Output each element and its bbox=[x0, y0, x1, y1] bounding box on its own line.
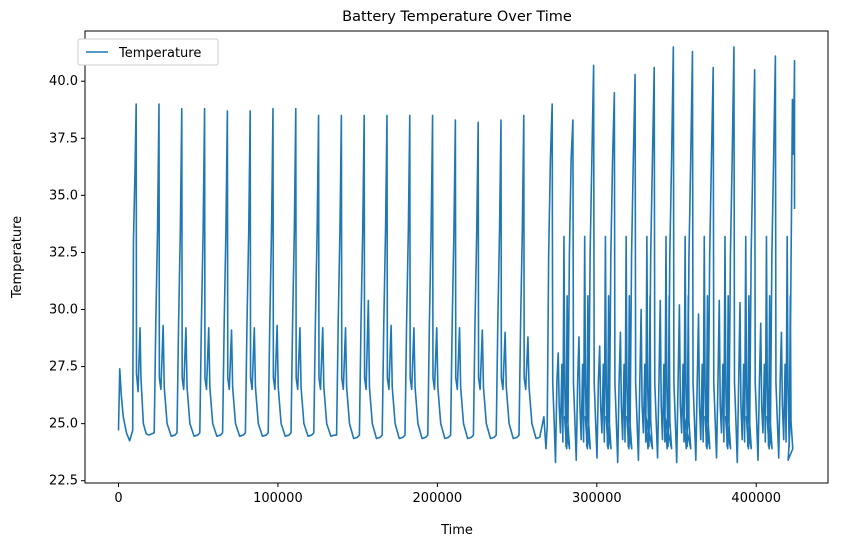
temperature-series-line bbox=[117, 46, 796, 464]
y-axis: 22.5 25.0 27.5 30.0 32.5 35.0 37.5 40.0 bbox=[49, 74, 85, 489]
y-tick-label: 27.5 bbox=[49, 360, 78, 375]
y-tick-label: 30.0 bbox=[49, 303, 78, 318]
x-axis-label: Time bbox=[440, 523, 473, 538]
legend-box bbox=[77, 38, 219, 66]
x-tick-label: 0 bbox=[114, 491, 122, 506]
x-tick-label: 300000 bbox=[572, 491, 622, 506]
y-tick-label: 32.5 bbox=[49, 245, 78, 260]
plot-frame bbox=[84, 30, 829, 484]
x-tick-label: 100000 bbox=[253, 491, 303, 506]
chart-title: Battery Temperature Over Time bbox=[342, 9, 572, 25]
y-tick-label: 22.5 bbox=[49, 474, 78, 489]
legend: Temperature bbox=[77, 38, 219, 66]
y-tick-label: 35.0 bbox=[49, 188, 78, 203]
x-tick-label: 200000 bbox=[413, 491, 463, 506]
y-tick-label: 37.5 bbox=[49, 131, 78, 146]
x-axis: 0 100000 200000 300000 400000 bbox=[114, 483, 781, 506]
y-tick-label: 40.0 bbox=[49, 74, 78, 89]
x-tick-label: 400000 bbox=[731, 491, 781, 506]
legend-series-label: Temperature bbox=[118, 46, 201, 61]
plot-area bbox=[84, 30, 829, 484]
y-tick-label: 25.0 bbox=[49, 417, 78, 432]
y-axis-label: Temperature bbox=[10, 216, 25, 299]
